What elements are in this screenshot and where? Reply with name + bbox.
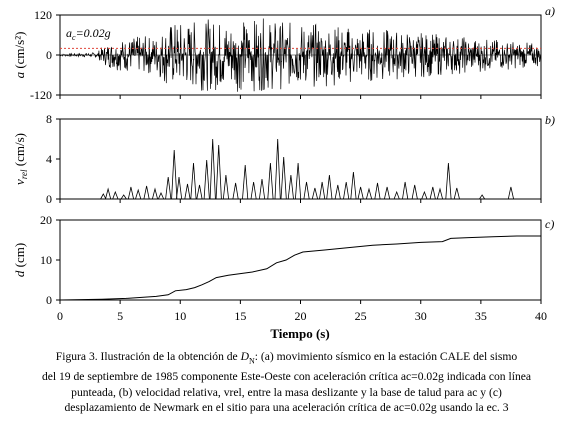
velocity-pulse <box>203 159 210 200</box>
velocity-pulse <box>215 144 222 200</box>
velocity-pulse <box>295 162 302 200</box>
velocity-pulse <box>165 176 172 200</box>
velocity-pulse <box>100 193 107 200</box>
x-axis-label: Tiempo (s) <box>270 326 329 341</box>
panel-b-label: b) <box>545 113 555 127</box>
y-tick-label: -120 <box>30 88 52 102</box>
velocity-pulse <box>158 192 165 200</box>
velocity-pulse <box>374 182 381 200</box>
velocity-pulse <box>436 187 443 200</box>
velocity-pulse <box>303 181 310 200</box>
x-tick-label: 15 <box>234 309 246 323</box>
velocity-pulse <box>280 156 287 200</box>
panel-a-label: a) <box>545 4 555 18</box>
velocity-pulse <box>393 190 400 200</box>
velocity-pulse <box>445 162 452 200</box>
velocity-pulse <box>232 182 239 200</box>
y-tick-label: 8 <box>46 112 52 126</box>
displacement-series <box>59 235 541 301</box>
displacement-line <box>59 235 541 301</box>
caption-line-4: desplazamiento de Newmark en el sitio pa… <box>64 401 509 415</box>
x-tick-label: 35 <box>475 309 487 323</box>
x-tick-label: 5 <box>117 309 123 323</box>
velocity-pulse <box>267 162 274 200</box>
velocity-pulse <box>479 194 486 200</box>
x-tick-label: 30 <box>415 309 427 323</box>
velocity-pulse <box>184 183 191 200</box>
x-tick-label: 0 <box>57 309 63 323</box>
velocity-series <box>60 138 541 200</box>
panel-c-ylabel: d (cm) <box>12 243 27 277</box>
velocity-pulse <box>402 181 409 200</box>
velocity-pulse <box>274 138 281 200</box>
velocity-pulse <box>287 174 294 200</box>
y-tick-label: 120 <box>34 8 52 22</box>
velocity-pulse <box>127 186 134 200</box>
velocity-pulse <box>421 190 428 200</box>
velocity-pulse <box>152 187 158 200</box>
velocity-pulse <box>209 138 216 200</box>
y-tick-label: 4 <box>46 152 52 166</box>
figure-caption: Figura 3. Ilustración de la obtención de… <box>4 349 569 416</box>
x-tick-label: 25 <box>355 309 367 323</box>
x-tick-label: 40 <box>535 309 547 323</box>
acceleration-trace <box>60 18 542 92</box>
velocity-pulse <box>411 184 418 200</box>
velocity-pulse <box>250 181 257 200</box>
x-tick-label: 20 <box>295 309 307 323</box>
velocity-pulse <box>311 187 318 200</box>
velocity-pulse <box>112 190 119 200</box>
acceleration-series <box>60 18 542 92</box>
velocity-pulse <box>357 186 364 200</box>
velocity-pulse <box>319 181 326 200</box>
velocity-pulse <box>507 186 514 200</box>
velocity-pulse <box>242 164 249 200</box>
critical-line-label: ac=0.02g <box>66 26 111 42</box>
panel-b-frame <box>59 118 542 200</box>
y-tick-label: 20 <box>40 213 52 227</box>
velocity-pulse <box>366 187 373 200</box>
caption-line-3: punteada, (b) velocidad relativa, vrel, … <box>71 385 502 399</box>
y-tick-label: 0 <box>46 192 52 206</box>
y-tick-label: 0 <box>46 293 52 307</box>
velocity-pulse <box>176 176 183 200</box>
figure-chart: -120 0 120 0 4 8 0 10 20 0 5 10 15 20 25 30 35 40 a) ac=0… <box>12 4 555 341</box>
y-tick-label: 10 <box>40 253 52 267</box>
velocity-pulse <box>171 149 178 200</box>
velocity-pulse <box>222 174 229 200</box>
velocity-pulse <box>105 187 112 200</box>
panel-c-label: c) <box>545 217 554 231</box>
x-tick-label: 10 <box>174 309 186 323</box>
velocity-pulse <box>343 181 350 200</box>
velocity-pulse <box>120 194 127 200</box>
panel-b-ylabel: vrel (cm/s) <box>12 133 29 185</box>
panel-a-ylabel: a (cm/s²) <box>12 32 27 79</box>
axis-ticks: -120 0 120 0 4 8 0 10 20 0 5 10 15 20 25 30 35 40 <box>30 8 547 323</box>
velocity-pulse <box>135 188 142 200</box>
velocity-pulse <box>334 184 341 200</box>
caption-line-1: Figura 3. Ilustración de la obtención de… <box>55 350 518 366</box>
y-tick-label: 0 <box>46 48 52 62</box>
panel-c-frame <box>59 219 542 301</box>
velocity-pulse <box>196 184 203 200</box>
velocity-pulse <box>384 186 391 200</box>
velocity-pulse <box>259 178 266 200</box>
velocity-pulse <box>143 185 150 200</box>
velocity-pulse <box>429 186 436 200</box>
velocity-pulse <box>453 187 460 200</box>
velocity-pulse <box>326 174 333 200</box>
velocity-pulse <box>350 171 357 200</box>
caption-line-2: del 19 de septiembre de 1985 componente … <box>41 369 532 383</box>
velocity-pulse <box>190 162 197 200</box>
